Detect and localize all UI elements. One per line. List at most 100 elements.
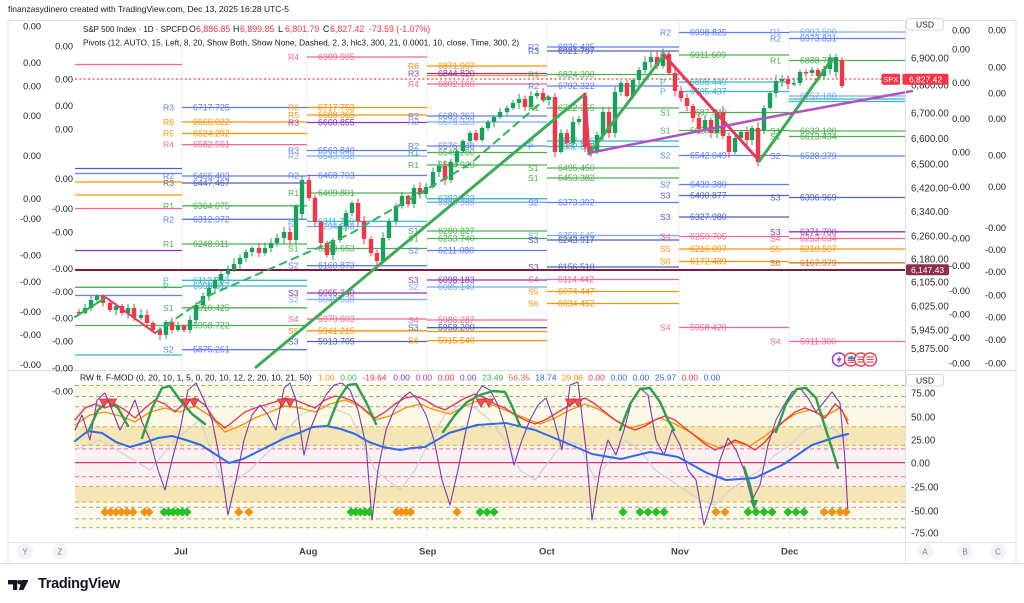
- svg-text:S2: S2: [288, 261, 299, 271]
- svg-text:0.00: 0.00: [23, 194, 41, 204]
- svg-text:R2: R2: [288, 171, 299, 181]
- svg-text:0.00: 0.00: [55, 174, 73, 184]
- svg-text:6992.500: 6992.500: [800, 27, 837, 37]
- svg-text:S1: S1: [163, 303, 174, 313]
- svg-text:-25.00: -25.00: [911, 483, 939, 494]
- svg-text:0.00: 0.00: [952, 26, 970, 36]
- svg-text:R6: R6: [408, 61, 419, 71]
- svg-text:6495.450: 6495.450: [558, 163, 595, 173]
- svg-text:USD: USD: [916, 20, 934, 30]
- svg-text:Aug: Aug: [299, 547, 318, 558]
- svg-text:0.00: 0.00: [438, 373, 455, 383]
- svg-text:S2: S2: [408, 282, 419, 292]
- svg-text:0.00: 0.00: [340, 373, 357, 383]
- svg-text:6808.440: 6808.440: [690, 77, 727, 87]
- svg-text:-0.00: -0.00: [52, 204, 73, 214]
- svg-text:P: P: [660, 77, 666, 87]
- svg-text:6582.561: 6582.561: [193, 140, 230, 150]
- svg-text:R5: R5: [163, 129, 174, 139]
- svg-text:L: L: [278, 24, 283, 34]
- svg-text:S6: S6: [408, 336, 419, 346]
- svg-text:S3: S3: [660, 191, 671, 201]
- svg-text:6253.740: 6253.740: [438, 234, 475, 244]
- svg-text:S3: S3: [770, 227, 781, 237]
- svg-text:0.00: 0.00: [23, 81, 41, 91]
- svg-text:S2: S2: [660, 151, 671, 161]
- svg-text:Y: Y: [22, 548, 28, 557]
- svg-text:R2: R2: [163, 214, 174, 224]
- svg-text:6871.907: 6871.907: [438, 61, 475, 71]
- svg-text:A: A: [922, 548, 928, 557]
- svg-text:6689.263: 6689.263: [438, 111, 475, 121]
- svg-text:6926.425: 6926.425: [558, 42, 595, 52]
- svg-text:-0.00: -0.00: [985, 312, 1006, 322]
- svg-text:0.00: 0.00: [988, 151, 1006, 161]
- svg-text:6253.034: 6253.034: [800, 234, 837, 244]
- svg-text:6,827.42: 6,827.42: [909, 74, 942, 84]
- svg-text:O: O: [189, 24, 196, 34]
- svg-text:6,500.00: 6,500.00: [911, 160, 949, 171]
- svg-text:S6: S6: [528, 299, 539, 309]
- svg-text:R4: R4: [288, 52, 299, 62]
- svg-text:R6: R6: [288, 103, 299, 113]
- svg-text:6,827.42: 6,827.42: [330, 24, 364, 34]
- svg-text:S2: S2: [528, 231, 539, 241]
- svg-text:USD: USD: [916, 376, 934, 386]
- svg-text:5958.200: 5958.200: [438, 323, 475, 333]
- svg-text:R3: R3: [163, 103, 174, 113]
- svg-text:S3: S3: [660, 212, 671, 222]
- svg-text:S5: S5: [288, 326, 299, 336]
- svg-text:R2: R2: [288, 151, 299, 161]
- svg-text:-0.00: -0.00: [985, 245, 1006, 255]
- svg-text:S4: S4: [660, 323, 671, 333]
- svg-text:50.00: 50.00: [911, 413, 936, 424]
- svg-text:6468.703: 6468.703: [318, 171, 355, 181]
- svg-text:-0.00: -0.00: [949, 358, 970, 368]
- svg-text:S5: S5: [660, 244, 671, 254]
- svg-text:0.00: 0.00: [460, 373, 477, 383]
- svg-text:R3: R3: [163, 178, 174, 188]
- svg-text:5985.287: 5985.287: [438, 315, 475, 325]
- svg-text:R2: R2: [528, 42, 539, 52]
- svg-text:5941.215: 5941.215: [318, 326, 355, 336]
- svg-text:SPX: SPX: [883, 75, 898, 84]
- svg-text:6576.348: 6576.348: [438, 141, 475, 151]
- svg-text:25.00: 25.00: [911, 436, 936, 447]
- svg-text:6409.801: 6409.801: [318, 188, 355, 198]
- svg-text:S5: S5: [770, 244, 781, 254]
- svg-text:6172.489: 6172.489: [690, 257, 727, 267]
- svg-text:6112.753: 6112.753: [193, 275, 229, 285]
- svg-text:6327.980: 6327.980: [690, 212, 727, 222]
- svg-text:6802.160: 6802.160: [438, 79, 475, 89]
- svg-text:R1: R1: [408, 148, 419, 158]
- svg-text:0.00: 0.00: [952, 45, 970, 55]
- svg-text:S2: S2: [288, 295, 299, 305]
- svg-text:-0.00: -0.00: [985, 267, 1006, 277]
- svg-text:Oct: Oct: [539, 547, 556, 558]
- svg-text:Nov: Nov: [671, 547, 690, 558]
- svg-text:0.00: 0.00: [55, 75, 73, 85]
- svg-text:6757.180: 6757.180: [800, 91, 837, 101]
- svg-text:R3: R3: [528, 46, 539, 56]
- svg-text:6909.905: 6909.905: [318, 52, 355, 62]
- svg-text:-0.00: -0.00: [949, 182, 970, 192]
- svg-text:6528.379: 6528.379: [800, 151, 837, 161]
- svg-text:56.35: 56.35: [509, 373, 531, 383]
- svg-text:6364.075: 6364.075: [193, 201, 230, 211]
- svg-text:-0.00: -0.00: [20, 330, 41, 340]
- svg-text:6717.725: 6717.725: [193, 103, 230, 113]
- svg-text:25.97: 25.97: [655, 373, 677, 383]
- svg-text:-0.00: -0.00: [52, 314, 73, 324]
- svg-text:6,025.00: 6,025.00: [911, 302, 949, 313]
- svg-text:6373.392: 6373.392: [558, 198, 595, 208]
- svg-text:6216.097: 6216.097: [690, 244, 727, 254]
- svg-text:0.00: 0.00: [988, 26, 1006, 36]
- svg-text:R2: R2: [770, 34, 781, 44]
- svg-text:-0.00: -0.00: [949, 309, 970, 319]
- svg-text:6010.425: 6010.425: [193, 303, 230, 313]
- svg-text:0.00: 0.00: [588, 373, 605, 383]
- svg-text:0.00: 0.00: [952, 147, 970, 157]
- svg-text:6563.840: 6563.840: [318, 146, 355, 156]
- svg-text:P: P: [163, 275, 169, 285]
- svg-text:R4: R4: [163, 140, 174, 150]
